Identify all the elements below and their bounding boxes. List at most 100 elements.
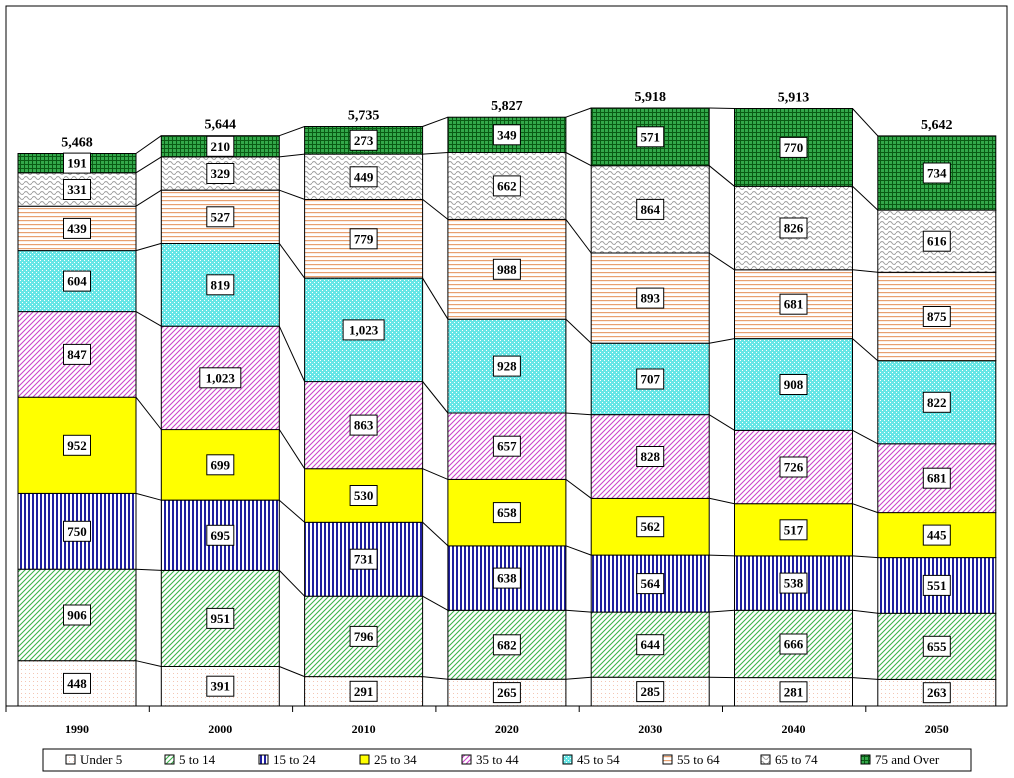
legend-swatch-55-to-64 [662, 754, 673, 765]
connector-line [422, 381, 449, 414]
connector-line [135, 492, 162, 501]
segment-label-35-to-44-2000: 1,023 [206, 370, 236, 385]
segment-label-75-and-over-1990: 191 [67, 156, 87, 171]
segment-label-45-to-54-2040: 908 [784, 377, 804, 392]
segment-label-box [636, 368, 665, 390]
connector-line [422, 468, 449, 480]
segment-label-35-to-44-2050: 681 [927, 471, 947, 486]
legend: Under 5 5 to 14 15 to 24 25 to 34 35 to 44 45… [42, 748, 972, 772]
segment-label-box [779, 572, 808, 594]
legend-box [42, 748, 972, 772]
total-label-1990: 5,468 [61, 136, 93, 151]
segment-label-55-to-64-2000: 527 [211, 209, 231, 224]
segment-label-box [63, 179, 91, 200]
segment-label-box [636, 681, 665, 703]
segment-label-75-and-over-2020: 349 [497, 127, 517, 142]
segment-label-box [922, 635, 951, 657]
connector-line [565, 609, 592, 613]
segment-label-under-5-2040: 281 [784, 684, 804, 699]
segment-label-box [922, 162, 951, 184]
connector-line [135, 660, 162, 667]
connector-line [709, 338, 735, 344]
connector-line [422, 521, 449, 547]
total-label-2020: 5,827 [491, 99, 523, 114]
segment-label-box [206, 607, 235, 629]
connector-line [852, 185, 879, 211]
connector-line [278, 570, 305, 597]
connector-line [708, 165, 735, 187]
legend-label-35-to-44: 35 to 44 [476, 752, 519, 767]
connector-line [565, 478, 592, 499]
segment-label-box [922, 306, 951, 327]
segment-label-5-to-14-2000: 951 [211, 611, 231, 626]
connector-line [135, 568, 162, 571]
segment-label-75-and-over-2000: 210 [211, 139, 231, 154]
connector-line [279, 189, 305, 200]
connector-line [852, 609, 878, 614]
legend-label-55-to-64: 55 to 64 [677, 752, 720, 767]
segment-label-box [492, 435, 521, 457]
connector-line [852, 429, 879, 445]
segment-label-35-to-44-2010: 863 [354, 418, 374, 433]
segment-label-box [779, 456, 808, 478]
bar-segment-35-to-44-1990 [17, 311, 137, 398]
segment-label-65-to-74-2020: 662 [497, 178, 517, 193]
segment-label-box [492, 258, 521, 280]
segment-label-65-to-74-1990: 331 [67, 182, 87, 197]
segment-label-box [779, 633, 808, 655]
segment-label-box [206, 274, 235, 296]
legend-swatch-35-to-44 [461, 754, 472, 765]
legend-label-5-to-14: 5 to 14 [179, 752, 216, 767]
segment-label-5-to-14-2010: 796 [354, 629, 374, 644]
connector-line [279, 666, 305, 678]
segment-labels-group: 448 906 750 952 847 604 439 331 191 391 951 695 699 1… [63, 124, 951, 704]
segment-label-box [779, 217, 808, 239]
segment-label-box [779, 374, 808, 395]
segment-label-under-5-1990: 448 [67, 676, 87, 691]
connector-line [135, 156, 162, 174]
connector-line [278, 325, 306, 382]
segment-label-box [492, 567, 521, 589]
segment-label-box [63, 434, 91, 456]
total-label-2010: 5,735 [348, 109, 380, 124]
segment-label-25-to-34-2050: 445 [927, 528, 947, 543]
connector-line [422, 277, 449, 320]
segment-label-55-to-64-2010: 779 [354, 231, 374, 246]
segment-label-box [63, 672, 91, 694]
segment-label-box [199, 367, 242, 389]
legend-swatch-75-and-over [860, 754, 871, 765]
segment-label-65-to-74-2040: 826 [784, 221, 804, 236]
connector-line [852, 677, 878, 680]
segment-label-5-to-14-2030: 644 [640, 637, 660, 652]
segment-label-box [922, 230, 951, 252]
connector-line [565, 107, 592, 118]
total-label-2030: 5,918 [634, 90, 666, 105]
segment-label-box [636, 634, 665, 656]
segment-label-under-5-2050: 263 [927, 685, 947, 700]
x-tick-label-2010: 2010 [352, 722, 376, 736]
x-tick-label-1990: 1990 [65, 722, 89, 736]
connector-line [422, 199, 449, 220]
legend-label-25-to-34: 25 to 34 [374, 752, 417, 767]
segment-label-5-to-14-2040: 666 [784, 637, 804, 652]
segment-label-box [922, 524, 951, 546]
segment-label-65-to-74-2030: 864 [640, 202, 660, 217]
segment-label-box [206, 206, 235, 228]
legend-label-under-5: Under 5 [80, 752, 122, 767]
connector-line [709, 554, 735, 557]
segment-label-box [492, 355, 521, 377]
connector-line [278, 429, 306, 469]
connector-line [709, 609, 735, 613]
segment-label-box [206, 675, 235, 697]
segment-label-15-to-24-1990: 750 [67, 524, 87, 539]
segment-label-box [779, 519, 808, 541]
x-tick-label-2000: 2000 [208, 722, 232, 736]
connector-line [852, 555, 878, 559]
segment-label-box [492, 682, 521, 704]
segment-label-55-to-64-2030: 893 [640, 291, 660, 306]
segment-label-25-to-34-2000: 699 [211, 457, 231, 472]
segment-label-45-to-54-1990: 604 [67, 274, 87, 289]
segment-label-box [206, 454, 235, 476]
